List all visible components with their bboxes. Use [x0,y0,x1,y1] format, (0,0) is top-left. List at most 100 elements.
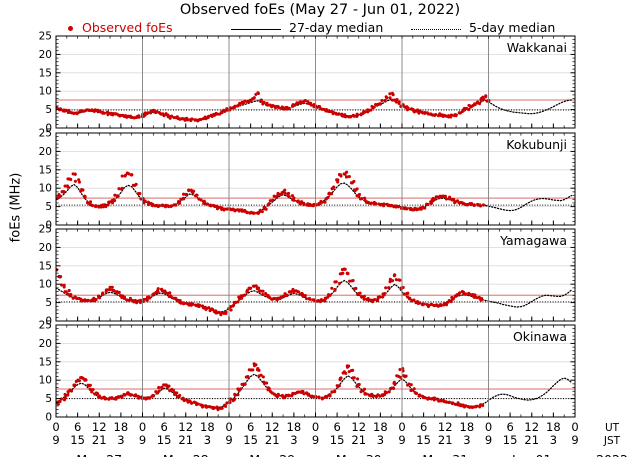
observed-point [375,103,379,107]
observed-point [328,293,332,297]
day-label: May 27 [76,452,122,457]
observed-point [358,291,362,295]
x-tick-label-ut: 12 [351,420,366,434]
observed-point [222,207,227,211]
observed-point [423,396,427,400]
observed-point [292,196,296,200]
y-tick-label: 15 [39,164,52,176]
x-tick-label-ut: 6 [506,420,513,434]
y-tick-label: 20 [39,49,52,61]
x-tick-label-ut: 6 [420,420,427,434]
observed-point [484,95,488,99]
observed-point [220,207,224,211]
observed-point [467,107,471,112]
observed-point [77,379,81,383]
observed-point [398,278,402,282]
observed-point [464,292,468,296]
observed-point [188,399,192,403]
observed-point [251,368,255,372]
observed-point [143,111,147,115]
observed-point [245,100,249,104]
observed-point [481,404,485,408]
observed-point [228,400,232,404]
observed-point [409,383,413,387]
observed-point [369,108,373,112]
x-tick-label-jst: 9 [398,433,405,447]
observed-point [70,389,74,393]
observed-point [256,91,260,96]
observed-point [392,386,396,390]
observed-point [179,197,183,201]
observed-point [115,194,119,198]
observed-point [181,396,185,400]
observed-point [362,297,366,301]
y-tick-label: 20 [39,146,52,158]
x-tick-label-jst: 3 [463,433,470,447]
observed-point [320,200,324,204]
observed-point [66,110,70,115]
observed-marker-icon [68,26,73,31]
observed-point [64,108,68,112]
observed-point [120,174,124,178]
observed-point [233,393,237,397]
observed-point [355,113,360,117]
observed-point [207,306,211,310]
observed-point [262,100,266,104]
observed-point [130,173,134,177]
observed-point [197,304,201,309]
observed-point [88,387,92,391]
observed-point [323,296,327,300]
observed-point [415,109,419,113]
observed-point [357,382,361,387]
station-label-kokubunji: Kokubunji [506,137,567,152]
x-tick-label-jst: 3 [377,433,384,447]
observed-point [478,102,482,106]
observed-point [394,100,398,104]
observed-point [200,405,205,409]
observed-point [108,200,112,204]
observed-point [108,285,112,289]
observed-point [192,189,196,193]
observed-point [166,385,170,389]
observed-point [317,202,321,206]
x-tick-label-ut: 6 [74,420,81,434]
observed-point [125,115,129,119]
observed-point [433,396,437,400]
day-label: May 30 [336,452,382,457]
observed-point [261,289,265,293]
observed-point [481,203,486,207]
observed-point [468,292,472,297]
observed-point [405,207,409,211]
observed-point [328,393,332,397]
observed-point [333,288,337,292]
observed-point [434,113,438,117]
observed-point [323,200,327,204]
observed-point [84,378,88,382]
observed-point [224,404,228,408]
x-tick-label-ut: 18 [460,420,475,434]
median27-line-icon [231,29,281,31]
observed-point [277,106,281,110]
observed-point [384,286,388,290]
y-tick-label: 10 [39,86,52,98]
observed-point [163,205,168,209]
y-tick-label: 15 [39,356,52,368]
observed-point [362,387,367,391]
observed-point [296,200,301,204]
observed-point [363,110,367,114]
observed-point [168,291,172,295]
y-tick-label: 10 [39,375,52,387]
observed-point [357,192,362,197]
observed-point [133,298,137,302]
observed-point [362,294,366,298]
observed-point [101,291,105,295]
observed-point [183,301,187,305]
observed-point [329,192,334,196]
observed-point [426,304,430,309]
observed-point [352,179,356,183]
observed-point [330,286,334,290]
observed-point [236,300,240,304]
observed-point [120,186,124,190]
y-tick-label: 5 [45,297,52,309]
